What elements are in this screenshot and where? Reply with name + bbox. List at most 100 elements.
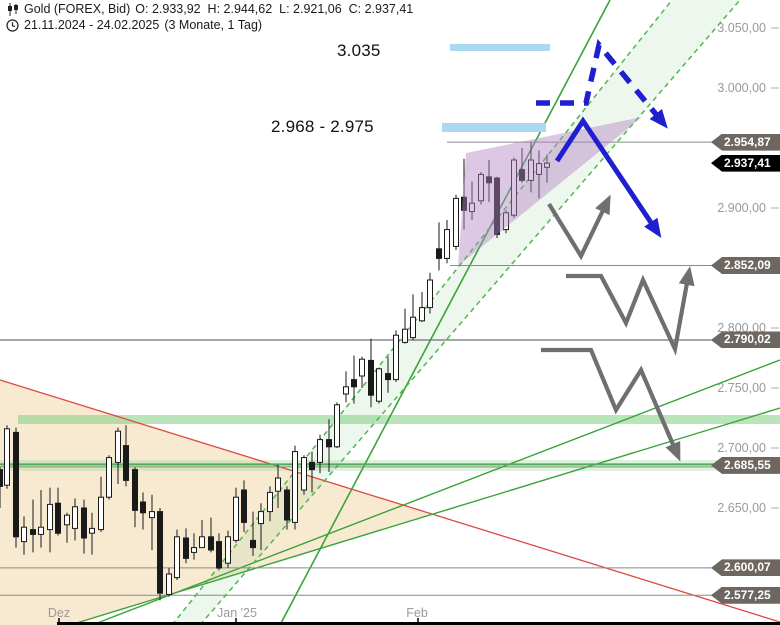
green-band — [18, 415, 780, 424]
candle-down — [183, 537, 189, 559]
price-badge: 2.790,02 — [711, 331, 780, 349]
x-axis-label: Jan '25 — [217, 606, 257, 620]
candle-up — [72, 506, 78, 529]
candle-up — [334, 404, 340, 448]
price-badge: 2.600,07 — [711, 559, 780, 577]
candle-up — [149, 511, 155, 519]
candle-up — [199, 536, 205, 549]
candle-up — [38, 526, 44, 535]
candle-up — [528, 159, 534, 181]
candle-up — [47, 503, 53, 531]
candle-up — [21, 526, 27, 543]
candle-down — [13, 431, 19, 538]
candle-up — [225, 536, 231, 564]
price-badge: 2.937,41 — [711, 154, 780, 172]
candle-up — [258, 511, 264, 525]
downtrend-line-red — [0, 379, 780, 623]
candle-down — [132, 469, 138, 511]
date-range: 21.11.2024 - 24.02.2025 — [24, 18, 160, 32]
candle-up — [453, 197, 459, 247]
candle-up — [191, 547, 197, 553]
candle-down — [140, 501, 146, 514]
candle-down — [486, 176, 492, 184]
candle-up — [174, 536, 180, 579]
candle-down — [436, 248, 442, 259]
uptrend-line-lower — [69, 407, 780, 625]
candle-up — [64, 514, 70, 526]
candle-up — [393, 334, 399, 381]
candle-up — [410, 316, 416, 339]
price-badge: 2.577,25 — [711, 586, 780, 604]
y-axis-label: 3.000,00 — [717, 81, 766, 95]
uptrend-line-steep — [279, 0, 611, 625]
candle-up — [301, 457, 307, 491]
candle-up — [292, 451, 298, 523]
channel-right-dashed — [199, 0, 741, 625]
candle-up — [503, 212, 509, 231]
candle-up — [166, 573, 172, 595]
blue-dashed-projection — [536, 38, 668, 129]
y-axis-label: 2.900,00 — [717, 201, 766, 215]
timeline-scrollbar[interactable] — [57, 621, 780, 625]
gray-w-arrow-lower — [541, 347, 681, 462]
candlestick-icon — [6, 3, 19, 16]
y-axis-label: 2.650,00 — [717, 501, 766, 515]
candle-down — [157, 511, 163, 594]
price-badge: 2.954,87 — [711, 133, 780, 151]
resistance-bar-lower — [442, 123, 546, 132]
candle-down — [123, 445, 129, 481]
candle-up — [343, 386, 349, 395]
candles — [0, 142, 550, 601]
candle-up — [275, 477, 281, 492]
candle-up — [444, 229, 450, 259]
y-axis-label: 3.050,00 — [717, 21, 766, 35]
symbol-title: Gold (FOREX, Bid) — [24, 2, 131, 16]
candle-up — [106, 457, 112, 498]
candle-down — [326, 439, 332, 448]
candle-down — [81, 507, 87, 539]
candle-up — [536, 163, 542, 175]
target-label-upper: 3.035 — [337, 41, 381, 60]
x-axis-label: Feb — [406, 606, 428, 620]
candle-up — [359, 358, 365, 377]
candle-down — [284, 489, 290, 521]
purple-wedge — [458, 117, 642, 266]
candle-down — [461, 196, 467, 211]
candle-up — [478, 173, 484, 202]
candle-up — [4, 428, 10, 486]
gray-v-arrow — [547, 194, 611, 261]
gray-w-arrow-upper — [566, 266, 695, 356]
candle-down — [309, 461, 315, 471]
rising-channel-fill — [172, 0, 740, 625]
triangle-fill — [0, 380, 433, 625]
candle-down — [351, 379, 357, 388]
candle-up — [402, 328, 408, 343]
candle-down — [368, 359, 374, 396]
candle-down — [250, 539, 256, 549]
candle-up — [544, 162, 550, 168]
clock-icon — [6, 19, 19, 32]
candle-up — [317, 439, 323, 463]
candle-up — [89, 527, 95, 534]
candle-down — [241, 489, 247, 523]
ohlc-values: O: 2.933,92 H: 2.944,62 L: 2.921,06 C: 2… — [135, 2, 414, 16]
price-badge: 2.685,55 — [711, 456, 780, 474]
candle-down — [216, 541, 222, 569]
candle-down — [519, 169, 525, 181]
price-badge: 2.852,09 — [711, 256, 780, 274]
candle-up — [98, 496, 104, 531]
candle-up — [233, 496, 239, 541]
candle-down — [55, 502, 61, 534]
candle-up — [267, 491, 273, 513]
candle-up — [427, 279, 433, 309]
candle-down — [208, 536, 214, 551]
candle-up — [511, 159, 517, 216]
blue-solid-forecast — [554, 116, 662, 238]
candle-down — [385, 373, 391, 381]
candle-down — [30, 529, 36, 535]
y-axis-label: 2.750,00 — [717, 381, 766, 395]
candle-up — [376, 368, 382, 402]
candle-down — [494, 177, 500, 235]
